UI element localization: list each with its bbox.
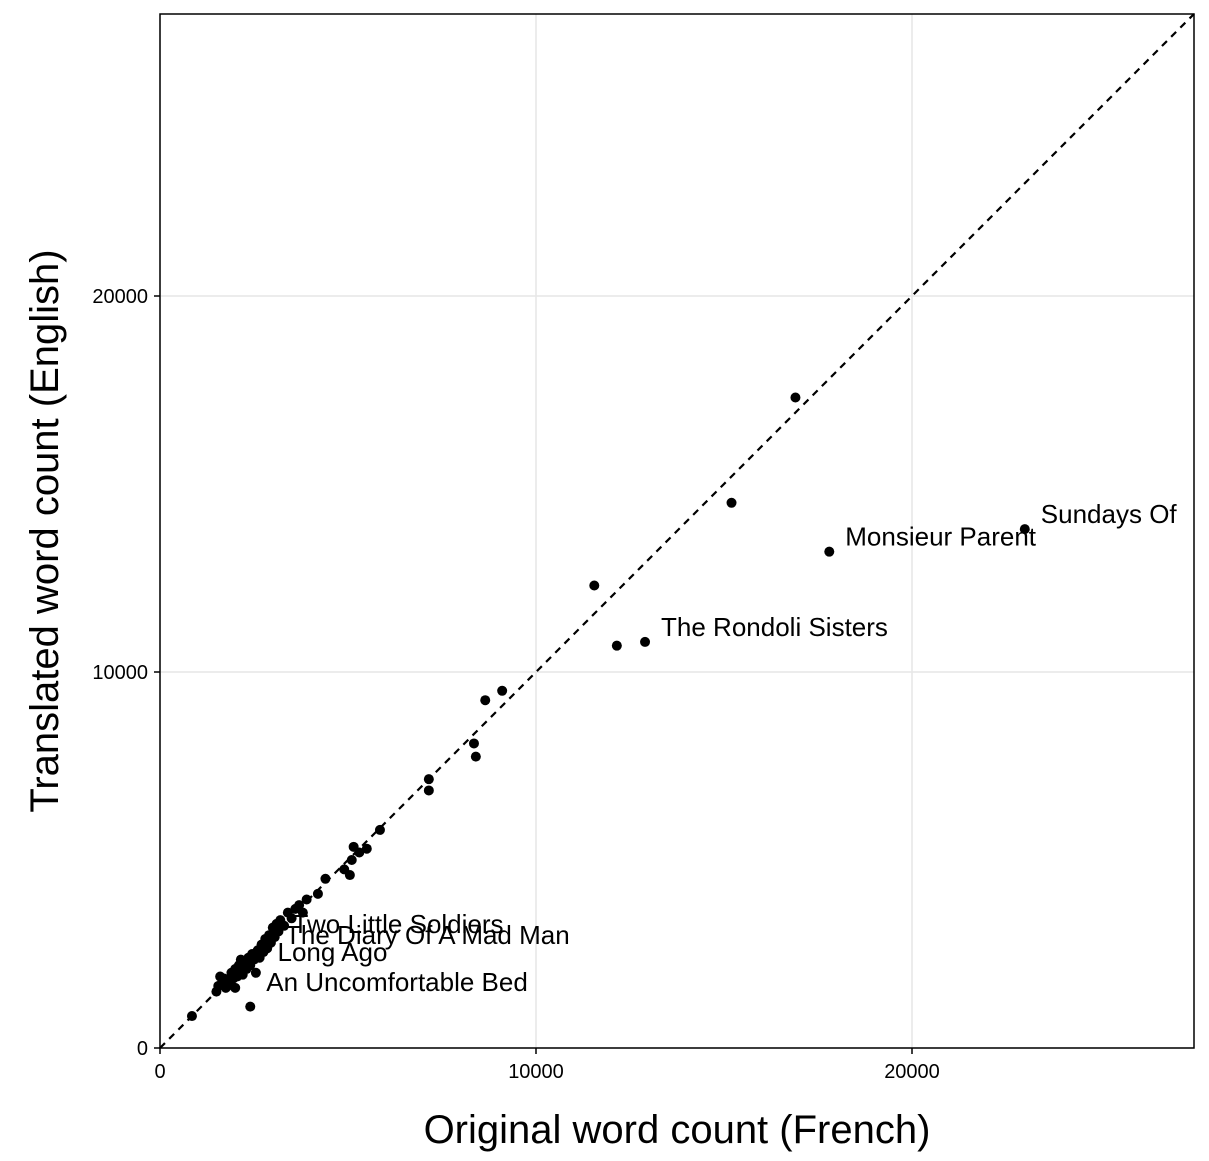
data-point bbox=[468, 738, 479, 749]
x-axis-title: Original word count (French) bbox=[424, 1108, 931, 1152]
ticks-layer: 0 10000 20000 0 10000 20000 bbox=[92, 286, 939, 1083]
data-point bbox=[354, 847, 365, 858]
data-point bbox=[250, 967, 261, 978]
data-point bbox=[480, 695, 491, 706]
y-axis-title: Translated word count (English) bbox=[23, 249, 67, 812]
data-point bbox=[346, 855, 357, 865]
x-tick-label: 0 bbox=[154, 1061, 165, 1083]
data-point bbox=[423, 785, 434, 796]
data-point bbox=[320, 873, 331, 884]
points-layer bbox=[186, 392, 1030, 1022]
data-point bbox=[1019, 524, 1030, 535]
y-tick-label: 10000 bbox=[92, 662, 148, 684]
data-point bbox=[361, 843, 372, 854]
data-point bbox=[301, 894, 312, 905]
data-point bbox=[286, 913, 297, 924]
reference-line-layer bbox=[159, 13, 1195, 1049]
data-point bbox=[611, 640, 622, 651]
point-label: The Rondoli Sisters bbox=[661, 612, 888, 642]
data-point bbox=[186, 1011, 197, 1022]
identity-reference-line bbox=[159, 13, 1195, 1049]
data-point bbox=[297, 907, 308, 918]
data-point bbox=[245, 1001, 256, 1012]
data-point bbox=[279, 920, 290, 931]
y-tick-label: 20000 bbox=[92, 286, 148, 308]
data-point bbox=[423, 774, 434, 785]
data-point bbox=[824, 546, 835, 557]
data-point bbox=[470, 751, 481, 762]
data-point bbox=[726, 497, 737, 508]
data-point bbox=[230, 982, 241, 993]
x-tick-label: 10000 bbox=[508, 1061, 564, 1083]
data-point bbox=[589, 580, 600, 591]
data-point bbox=[294, 900, 305, 911]
data-point bbox=[497, 685, 508, 696]
point-label: Long Ago bbox=[278, 937, 388, 967]
plot-frame bbox=[159, 13, 1195, 1049]
point-label: Monsieur Parent bbox=[845, 522, 1037, 552]
point-label: An Uncomfortable Bed bbox=[266, 967, 528, 997]
y-tick-label: 0 bbox=[137, 1038, 148, 1060]
data-point bbox=[312, 888, 323, 899]
data-point bbox=[640, 636, 651, 647]
x-tick-label: 20000 bbox=[884, 1061, 940, 1083]
point-label: The Diary Of A Mad Man bbox=[285, 920, 570, 950]
point-label: Two Little Soldiers bbox=[293, 909, 504, 939]
data-point bbox=[790, 392, 801, 403]
point-label: Sundays Of bbox=[1041, 499, 1178, 529]
data-point bbox=[374, 824, 385, 835]
data-point bbox=[344, 870, 355, 881]
